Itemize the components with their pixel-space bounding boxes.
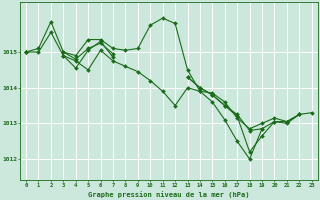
X-axis label: Graphe pression niveau de la mer (hPa): Graphe pression niveau de la mer (hPa) [88,191,250,198]
